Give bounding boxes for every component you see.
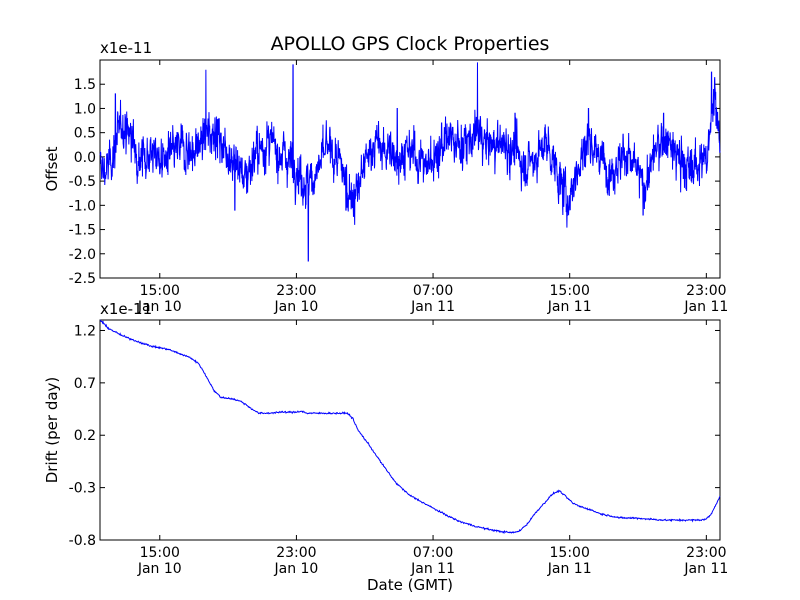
x-tick-date-label: Jan 11 [683,561,728,577]
y-tick-label: 1.5 [74,77,96,93]
y-tick-label: -1.5 [69,223,96,239]
y-tick-label: -2.0 [69,247,96,263]
x-tick-date-label: Jan 10 [137,299,182,315]
x-tick-date-label: Jan 11 [683,299,728,315]
y-tick-label: 0.0 [74,150,96,166]
x-tick-time-label: 07:00 [413,283,453,299]
x-tick-time-label: 23:00 [686,545,726,561]
offset-series-line [99,62,721,262]
x-tick-date-label: Jan 10 [273,561,318,577]
x-tick-time-label: 23:00 [276,545,316,561]
x-tick-time-label: 23:00 [276,283,316,299]
y-tick-label: 0.2 [74,428,96,444]
offset-ylabel: Offset [43,146,61,191]
y-tick-label: 0.5 [74,126,96,142]
x-tick-date-label: Jan 10 [273,299,318,315]
x-tick-time-label: 07:00 [413,545,453,561]
offset-scale-label: x1e-11 [100,39,152,57]
drift-series-line [99,319,721,535]
y-tick-label: -1.0 [69,198,96,214]
x-tick-time-label: 15:00 [140,283,180,299]
y-tick-label: -2.5 [69,271,96,287]
y-tick-label: -0.8 [69,533,96,549]
x-tick-date-label: Jan 10 [137,561,182,577]
drift-scale-label: x1e-11 [100,300,152,318]
x-tick-date-label: Jan 11 [547,299,592,315]
drift-xlabel: Date (GMT) [367,576,453,594]
x-tick-time-label: 15:00 [550,283,590,299]
x-tick-date-label: Jan 11 [410,299,455,315]
y-tick-label: -0.3 [69,481,96,497]
x-tick-time-label: 15:00 [550,545,590,561]
y-tick-label: 0.7 [74,376,96,392]
x-tick-date-label: Jan 11 [547,561,592,577]
y-tick-label: -0.5 [69,174,96,190]
y-tick-label: 1.2 [74,323,96,339]
drift-ylabel: Drift (per day) [43,377,61,484]
y-tick-label: 1.0 [74,101,96,117]
x-tick-time-label: 23:00 [686,283,726,299]
offset-y-ticks: -2.5 -2.0 -1.5 -1.0 -0.5 0.0 0.5 1.0 1.5 [69,77,720,287]
drift-y-ticks: -0.8 -0.3 0.2 0.7 1.2 [69,323,720,549]
offset-axes-frame [99,59,721,279]
offset-panel: x1e-11 Offset -2.5 -2.0 -1.5 -1.0 -0.5 0.0 0.5… [43,39,728,315]
x-tick-date-label: Jan 11 [410,561,455,577]
drift-axes-frame [99,319,721,541]
chart-title: APOLLO GPS Clock Properties [271,33,550,55]
x-tick-time-label: 15:00 [140,545,180,561]
drift-panel: x1e-11 Drift (per day) Date (GMT) -0.8-0… [43,300,728,594]
